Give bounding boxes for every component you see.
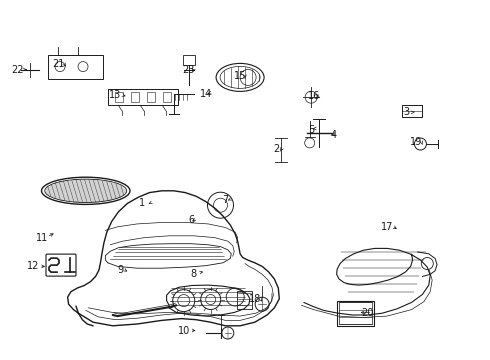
Text: 21: 21: [52, 59, 65, 69]
Text: 18: 18: [249, 294, 261, 304]
Text: 23: 23: [182, 65, 195, 75]
Text: 1: 1: [139, 198, 145, 208]
Text: 13: 13: [109, 90, 122, 100]
Text: 19: 19: [411, 137, 423, 147]
Text: 9: 9: [117, 265, 123, 275]
Text: 4: 4: [330, 130, 336, 140]
Text: 7: 7: [222, 195, 228, 205]
Text: 16: 16: [308, 91, 320, 102]
Text: 11: 11: [36, 233, 48, 243]
Text: 5: 5: [308, 125, 314, 135]
Text: 17: 17: [381, 222, 393, 232]
Text: 3: 3: [404, 107, 410, 117]
Text: 10: 10: [178, 326, 190, 336]
Text: 6: 6: [188, 215, 194, 225]
Text: 8: 8: [191, 269, 196, 279]
Text: 2: 2: [274, 144, 280, 154]
Text: 12: 12: [27, 261, 40, 271]
Text: 20: 20: [361, 308, 374, 318]
Text: 14: 14: [200, 89, 212, 99]
Text: 22: 22: [11, 65, 24, 75]
Text: 15: 15: [234, 71, 246, 81]
